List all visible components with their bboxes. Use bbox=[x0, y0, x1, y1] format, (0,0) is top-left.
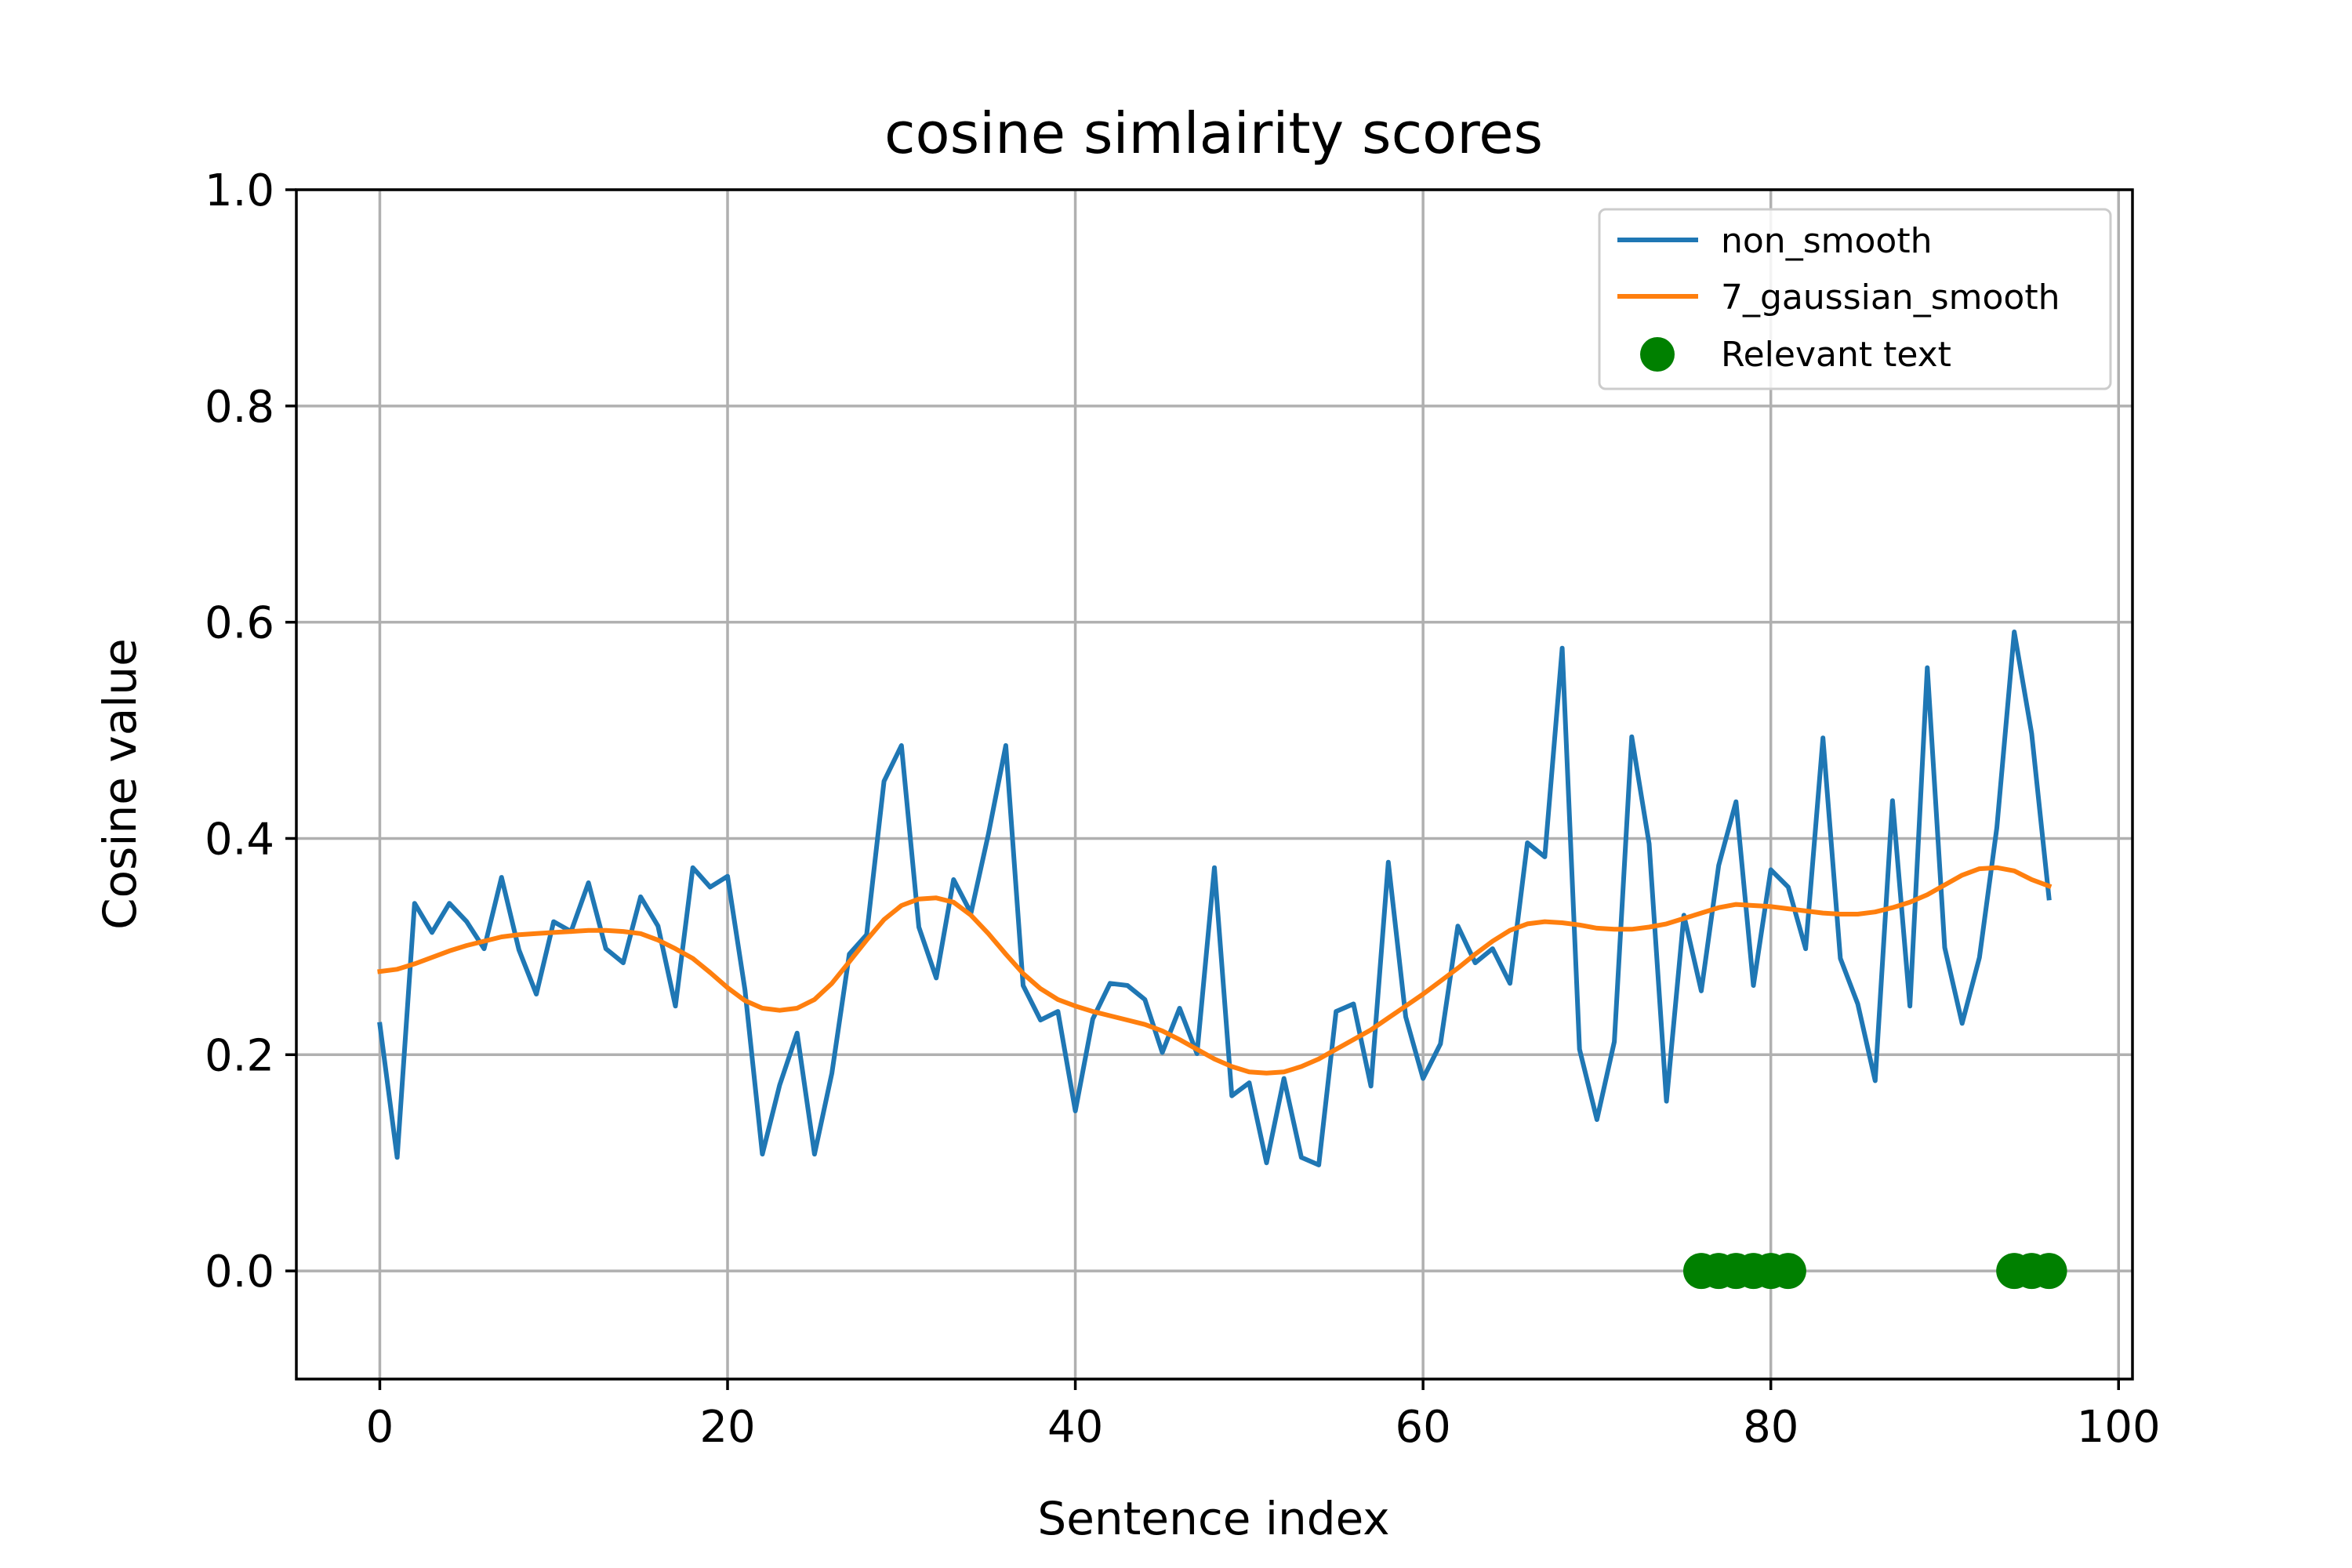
y-tick-label: 0.8 bbox=[205, 382, 274, 433]
legend-label-gaussian-smooth: 7_gaussian_smooth bbox=[1721, 278, 2060, 318]
y-tick-label: 0.4 bbox=[205, 814, 274, 865]
x-tick-label: 0 bbox=[366, 1402, 394, 1453]
y-axis-label: Cosine value bbox=[93, 638, 147, 930]
legend: non_smooth 7_gaussian_smooth Relevant te… bbox=[1598, 208, 2112, 390]
legend-label-non-smooth: non_smooth bbox=[1721, 221, 1932, 261]
y-tick-label: 0.2 bbox=[205, 1030, 274, 1081]
x-tick-label: 60 bbox=[1396, 1402, 1451, 1453]
relevant-text-point bbox=[1769, 1253, 1806, 1290]
x-tick-label: 100 bbox=[2077, 1402, 2161, 1453]
relevant-text-point bbox=[2031, 1253, 2067, 1290]
y-axis-ticks: 0.0 0.2 0.4 0.6 0.8 1.0 bbox=[205, 165, 296, 1298]
series-line-7-gaussian-smooth bbox=[377, 865, 2053, 1076]
grid-lines bbox=[296, 188, 2132, 1379]
relevant-text-markers bbox=[1682, 1253, 2067, 1290]
legend-swatch-relevant-text bbox=[1640, 337, 1675, 372]
legend-box bbox=[1598, 208, 2112, 390]
y-tick-label: 0.0 bbox=[205, 1247, 274, 1298]
x-tick-label: 40 bbox=[1047, 1402, 1103, 1453]
y-tick-label: 1.0 bbox=[205, 165, 274, 216]
x-tick-label: 80 bbox=[1743, 1402, 1798, 1453]
legend-label-relevant-text: Relevant text bbox=[1721, 335, 1951, 375]
y-tick-label: 0.6 bbox=[205, 598, 274, 649]
series-line-non-smooth bbox=[377, 630, 2052, 1167]
x-axis-label: Sentence index bbox=[1037, 1492, 1389, 1545]
chart-title: cosine simlairity scores bbox=[884, 100, 1543, 166]
x-tick-label: 20 bbox=[699, 1402, 755, 1453]
plot-series bbox=[377, 630, 2053, 1167]
plot-frame bbox=[295, 188, 2134, 1381]
x-axis-ticks: 0 20 40 60 80 100 bbox=[366, 1379, 2161, 1453]
